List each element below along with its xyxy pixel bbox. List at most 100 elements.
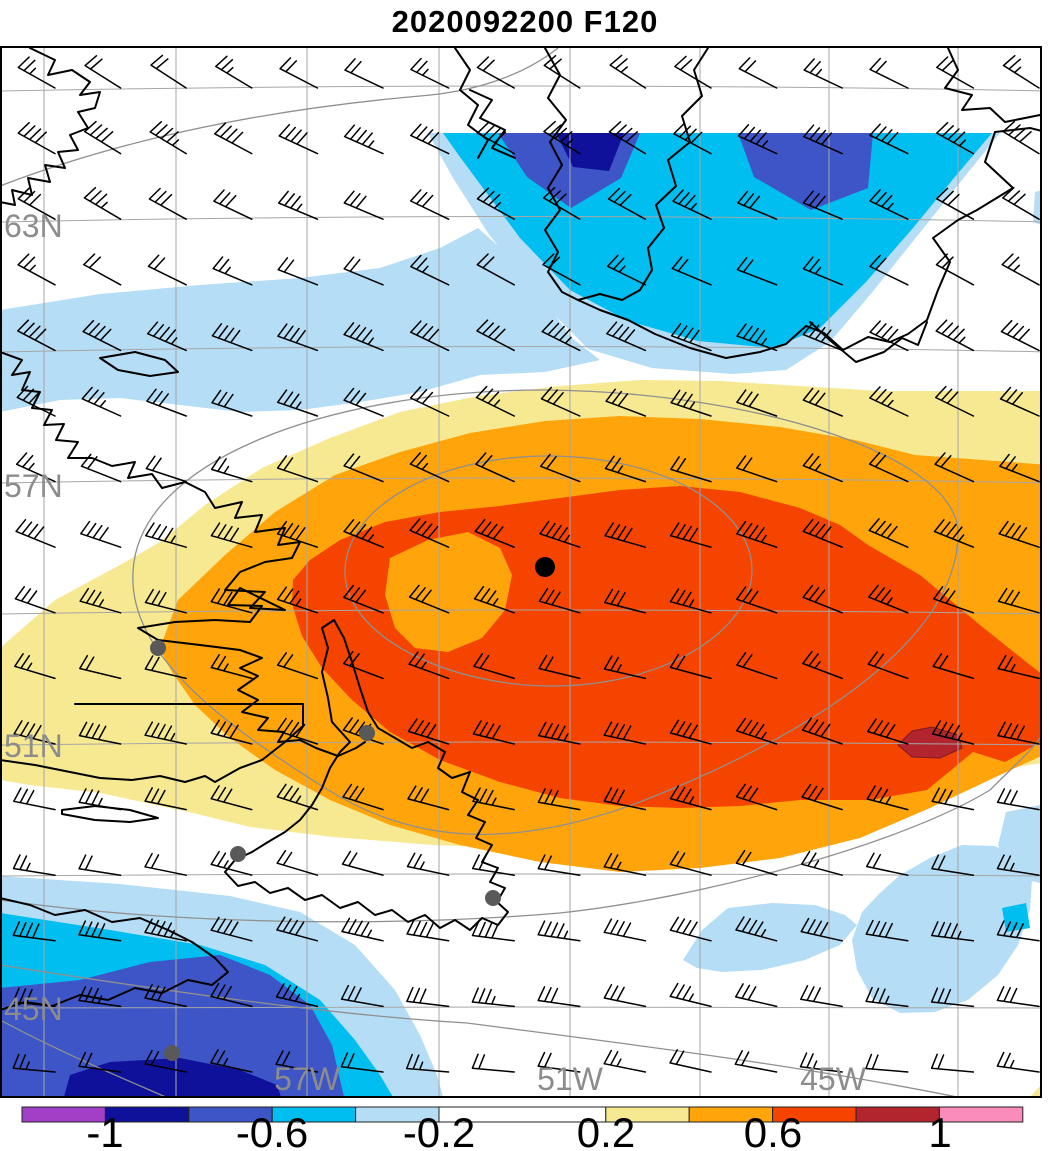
wind-barb-icon [83,253,122,286]
wind-barb-icon [210,456,253,483]
wind-barb-icon [933,519,975,548]
wind-barb-icon [409,518,450,548]
wind-barb-icon [800,985,843,1008]
arc-bottom-c [1,1019,168,1097]
wind-barb-icon [473,653,515,680]
wind-barb-icon [868,584,909,614]
wind-barb-icon [865,986,909,1008]
wind-barb-icon [603,1049,647,1073]
wind-barb-icon [279,57,319,89]
wind-barb-icon [542,186,581,220]
right-sliver-lightblue-lower [998,804,1041,884]
wind-barb-icon [17,56,56,89]
nova-scotia-north [1,897,229,973]
colorbar-tick-label: -0.2 [403,1109,475,1151]
wind-barb-icon [79,654,122,680]
wind-barb-icon [603,721,647,745]
labrador-coast [1,351,366,757]
wind-barb-icon [278,123,319,155]
wind-barb-icon [935,187,975,220]
wind-barb-icon [865,852,909,876]
wind-barb-icon [212,256,253,286]
wind-barb-icon [802,518,843,548]
wind-barb-icon [930,1053,975,1073]
wind-barb-icon [343,124,384,155]
wind-barb-icon [801,783,843,811]
wind-barb-icon [541,319,581,352]
wind-barb-icon [16,385,56,417]
wind-barb-icon [802,453,843,483]
quebec-labrador-border [74,703,304,727]
wind-barb-icon [343,190,384,220]
wind-barb-icon [148,187,187,220]
lon-label: 45W [800,1061,867,1097]
wind-barb-icon [210,654,253,680]
east-greenland-blob [809,321,928,363]
wind-barb-icon [340,984,384,1008]
wind-barb-icon [935,253,975,286]
wind-barb-icon [735,783,778,811]
wind-barb-icon [409,452,450,483]
wind-barb-icon [603,588,647,614]
greenland-west-islands-2 [469,89,516,159]
wind-barb-icon [996,854,1040,876]
wind-barb-icon [869,123,909,155]
station-dot-gray [150,640,166,656]
wind-barb-icon [936,121,975,155]
wind-barb-icon [669,1049,712,1073]
greenland-tip [544,47,709,301]
wind-barb-icon [669,719,712,745]
wind-barb-icon [800,917,843,942]
wind-barb-icon [472,720,515,745]
wind-barb-icon [210,982,253,1008]
wind-barb-icon [606,254,647,286]
wind-barb-icon [275,1050,319,1073]
wind-barb-icon [81,386,122,417]
wind-barb-icon [12,920,56,942]
wind-barb-icon [606,321,647,352]
wind-barb-icon [406,852,450,876]
wind-barb-icon [735,849,778,876]
wind-barb-icon [144,655,187,680]
wind-barb-icon [13,787,56,811]
wind-barb-icon [14,653,56,680]
wind-barb-icon [78,986,122,1008]
plot-title: 2020092200 F120 [391,4,659,39]
wind-barb-icon [999,453,1040,483]
wind-barb-icon [802,256,843,286]
wind-barb-icon [150,54,187,89]
wind-barb-icon [215,55,253,89]
wind-barb-icon [211,323,253,352]
south-patch-b-cyan [1002,903,1030,932]
wind-barb-icon [934,452,975,483]
wind-barb-icon [277,190,319,220]
wind-barb-icon [276,717,319,745]
wind-barb-icon [802,322,843,352]
wind-barb-icon [342,783,384,811]
wind-barb-icon [933,586,975,614]
wind-barb-icon [998,520,1040,548]
wind-barb-icon [543,54,581,89]
station-dot-gray [359,725,375,741]
wind-barb-icon [276,849,319,876]
wind-barb-icon [144,721,187,745]
wind-barb-icon [405,1053,450,1073]
east-greenland-coast [805,131,1014,351]
wind-barb-icon [609,54,647,89]
wind-barb-icon [341,917,384,942]
wind-barb-icon [802,190,843,220]
wind-barb-icon [802,584,843,614]
wind-barb-icon [80,520,122,548]
wind-barb-icon [930,987,975,1008]
wind-barb-icon [17,187,56,220]
wind-barb-icon [737,124,778,155]
wind-barb-icon [341,850,384,876]
wind-barb-icon [1000,319,1040,352]
wind-barb-icon [996,920,1040,942]
wind-barb-icon [537,788,581,811]
wind-barb-icon [935,319,975,352]
wind-barb-icon [276,652,319,680]
wind-barb-icon [603,787,647,811]
labrador-islands [99,351,179,377]
